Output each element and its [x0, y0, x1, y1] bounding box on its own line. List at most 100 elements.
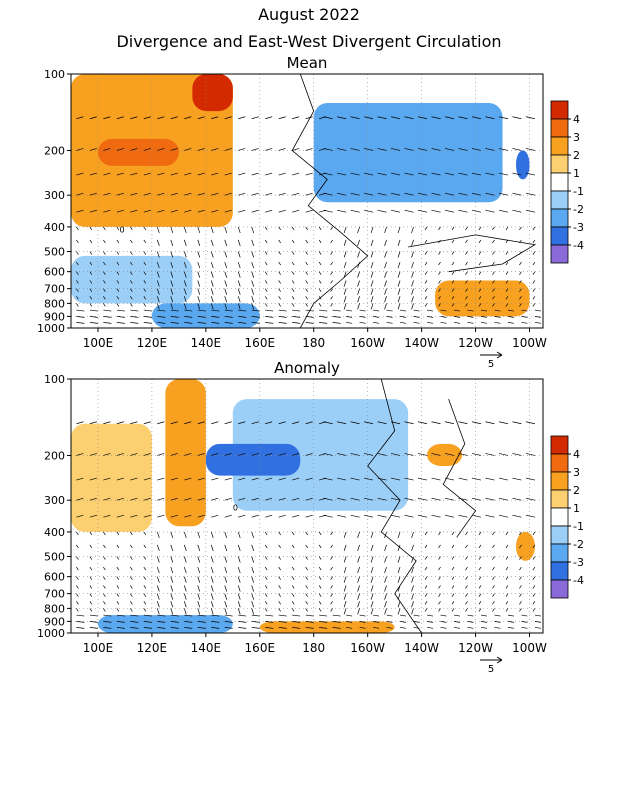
vector-arrow [386, 316, 393, 318]
vector-arrow [251, 251, 255, 258]
vector-arrow [426, 626, 434, 629]
vector-arrow [305, 261, 308, 266]
vector-arrow [224, 261, 228, 269]
vector-arrow [170, 621, 179, 623]
vector-arrow [237, 226, 241, 234]
vector-arrow [291, 608, 295, 612]
vector-arrow [458, 421, 468, 425]
vector-arrow [170, 296, 174, 303]
vector-arrow [103, 514, 111, 518]
vector-arrow [89, 531, 93, 536]
colorbar-label: 3 [573, 131, 580, 144]
vector-arrow [505, 288, 509, 292]
vector-arrow [183, 608, 187, 615]
vector-arrow [211, 626, 220, 629]
vector-arrow [197, 421, 205, 425]
vector-arrow [184, 316, 193, 318]
vector-arrow [330, 531, 333, 536]
vector-arrow [211, 514, 219, 518]
vector-arrow [197, 226, 201, 234]
vector-arrow [103, 209, 111, 213]
vector-arrow [197, 497, 205, 501]
vector-arrow [357, 226, 360, 234]
vector-arrow [519, 544, 522, 549]
vector-arrow [413, 309, 420, 312]
vector-arrow [451, 261, 455, 266]
vector-arrow [330, 303, 333, 307]
vector-arrow [411, 280, 414, 287]
vector-arrow [519, 271, 522, 275]
vector-arrow [305, 601, 308, 605]
vector-arrow [323, 421, 333, 425]
vector-arrow [431, 514, 441, 518]
vector-arrow [116, 296, 120, 300]
vector-arrow [431, 172, 441, 176]
vector-arrow [103, 601, 106, 605]
vector-arrow [237, 601, 241, 608]
colorbar-label: -4 [573, 239, 584, 252]
vector-arrow [532, 239, 536, 244]
vector-arrow [364, 148, 374, 151]
vector-arrow [397, 251, 401, 258]
vector-arrow [305, 593, 308, 597]
vector-arrow [505, 601, 509, 605]
vector-arrow [444, 421, 455, 425]
vector-arrow [417, 514, 428, 518]
vector-arrow [532, 593, 536, 597]
vector-arrow [507, 309, 514, 312]
vector-arrow [512, 514, 522, 518]
vector-arrow [465, 531, 468, 536]
vector-arrow [471, 172, 482, 176]
colorbar-label: -3 [573, 556, 584, 569]
vector-arrow [76, 172, 84, 176]
vector-arrow [237, 585, 241, 592]
vector-arrow [465, 566, 468, 571]
vector-arrow [458, 514, 468, 518]
vector-field [76, 74, 541, 328]
vector-arrow [224, 585, 228, 592]
vector-arrow [251, 593, 255, 600]
colorbar-swatch [550, 190, 569, 210]
vector-arrow [478, 261, 482, 266]
vector-arrow [404, 477, 414, 481]
vector-arrow [184, 453, 192, 456]
vector-arrow [183, 280, 187, 287]
x-tick-label: 140E [191, 641, 222, 655]
vector-arrow [237, 556, 241, 563]
vector-arrow [478, 531, 482, 536]
vector-arrow [278, 621, 287, 623]
vector-arrow [89, 556, 93, 560]
vector-arrow [478, 226, 482, 231]
vector-arrow [157, 497, 165, 501]
vector-arrow [357, 585, 360, 592]
vector-arrow [485, 148, 495, 151]
vector-arrow [264, 296, 268, 300]
vector-arrow [305, 280, 308, 284]
vector-arrow [390, 148, 401, 151]
vector-arrow [305, 585, 308, 589]
vector-arrow [237, 271, 241, 278]
vector-arrow [424, 303, 428, 307]
vector-arrow [494, 309, 501, 312]
vector-arrow [278, 271, 281, 275]
vector-arrow [440, 309, 447, 312]
vector-arrow [451, 303, 455, 307]
vector-arrow [411, 296, 414, 303]
vector-arrow [89, 614, 98, 617]
vector-arrow [143, 172, 151, 176]
vector-arrow [238, 621, 247, 623]
vector-arrow [211, 453, 219, 456]
vector-arrow [357, 271, 360, 278]
vector-arrow [357, 296, 360, 303]
vector-arrow [438, 296, 441, 300]
vector-arrow [156, 585, 160, 592]
vector-arrow [170, 614, 179, 617]
vector-arrow [424, 585, 428, 589]
vector-arrow [498, 148, 509, 151]
vector-arrow [251, 531, 255, 539]
vector-arrow [76, 601, 79, 605]
vector-arrow [451, 296, 455, 300]
vector-arrow [157, 116, 165, 120]
vector-arrow [465, 585, 468, 589]
vector-arrow [404, 453, 414, 456]
